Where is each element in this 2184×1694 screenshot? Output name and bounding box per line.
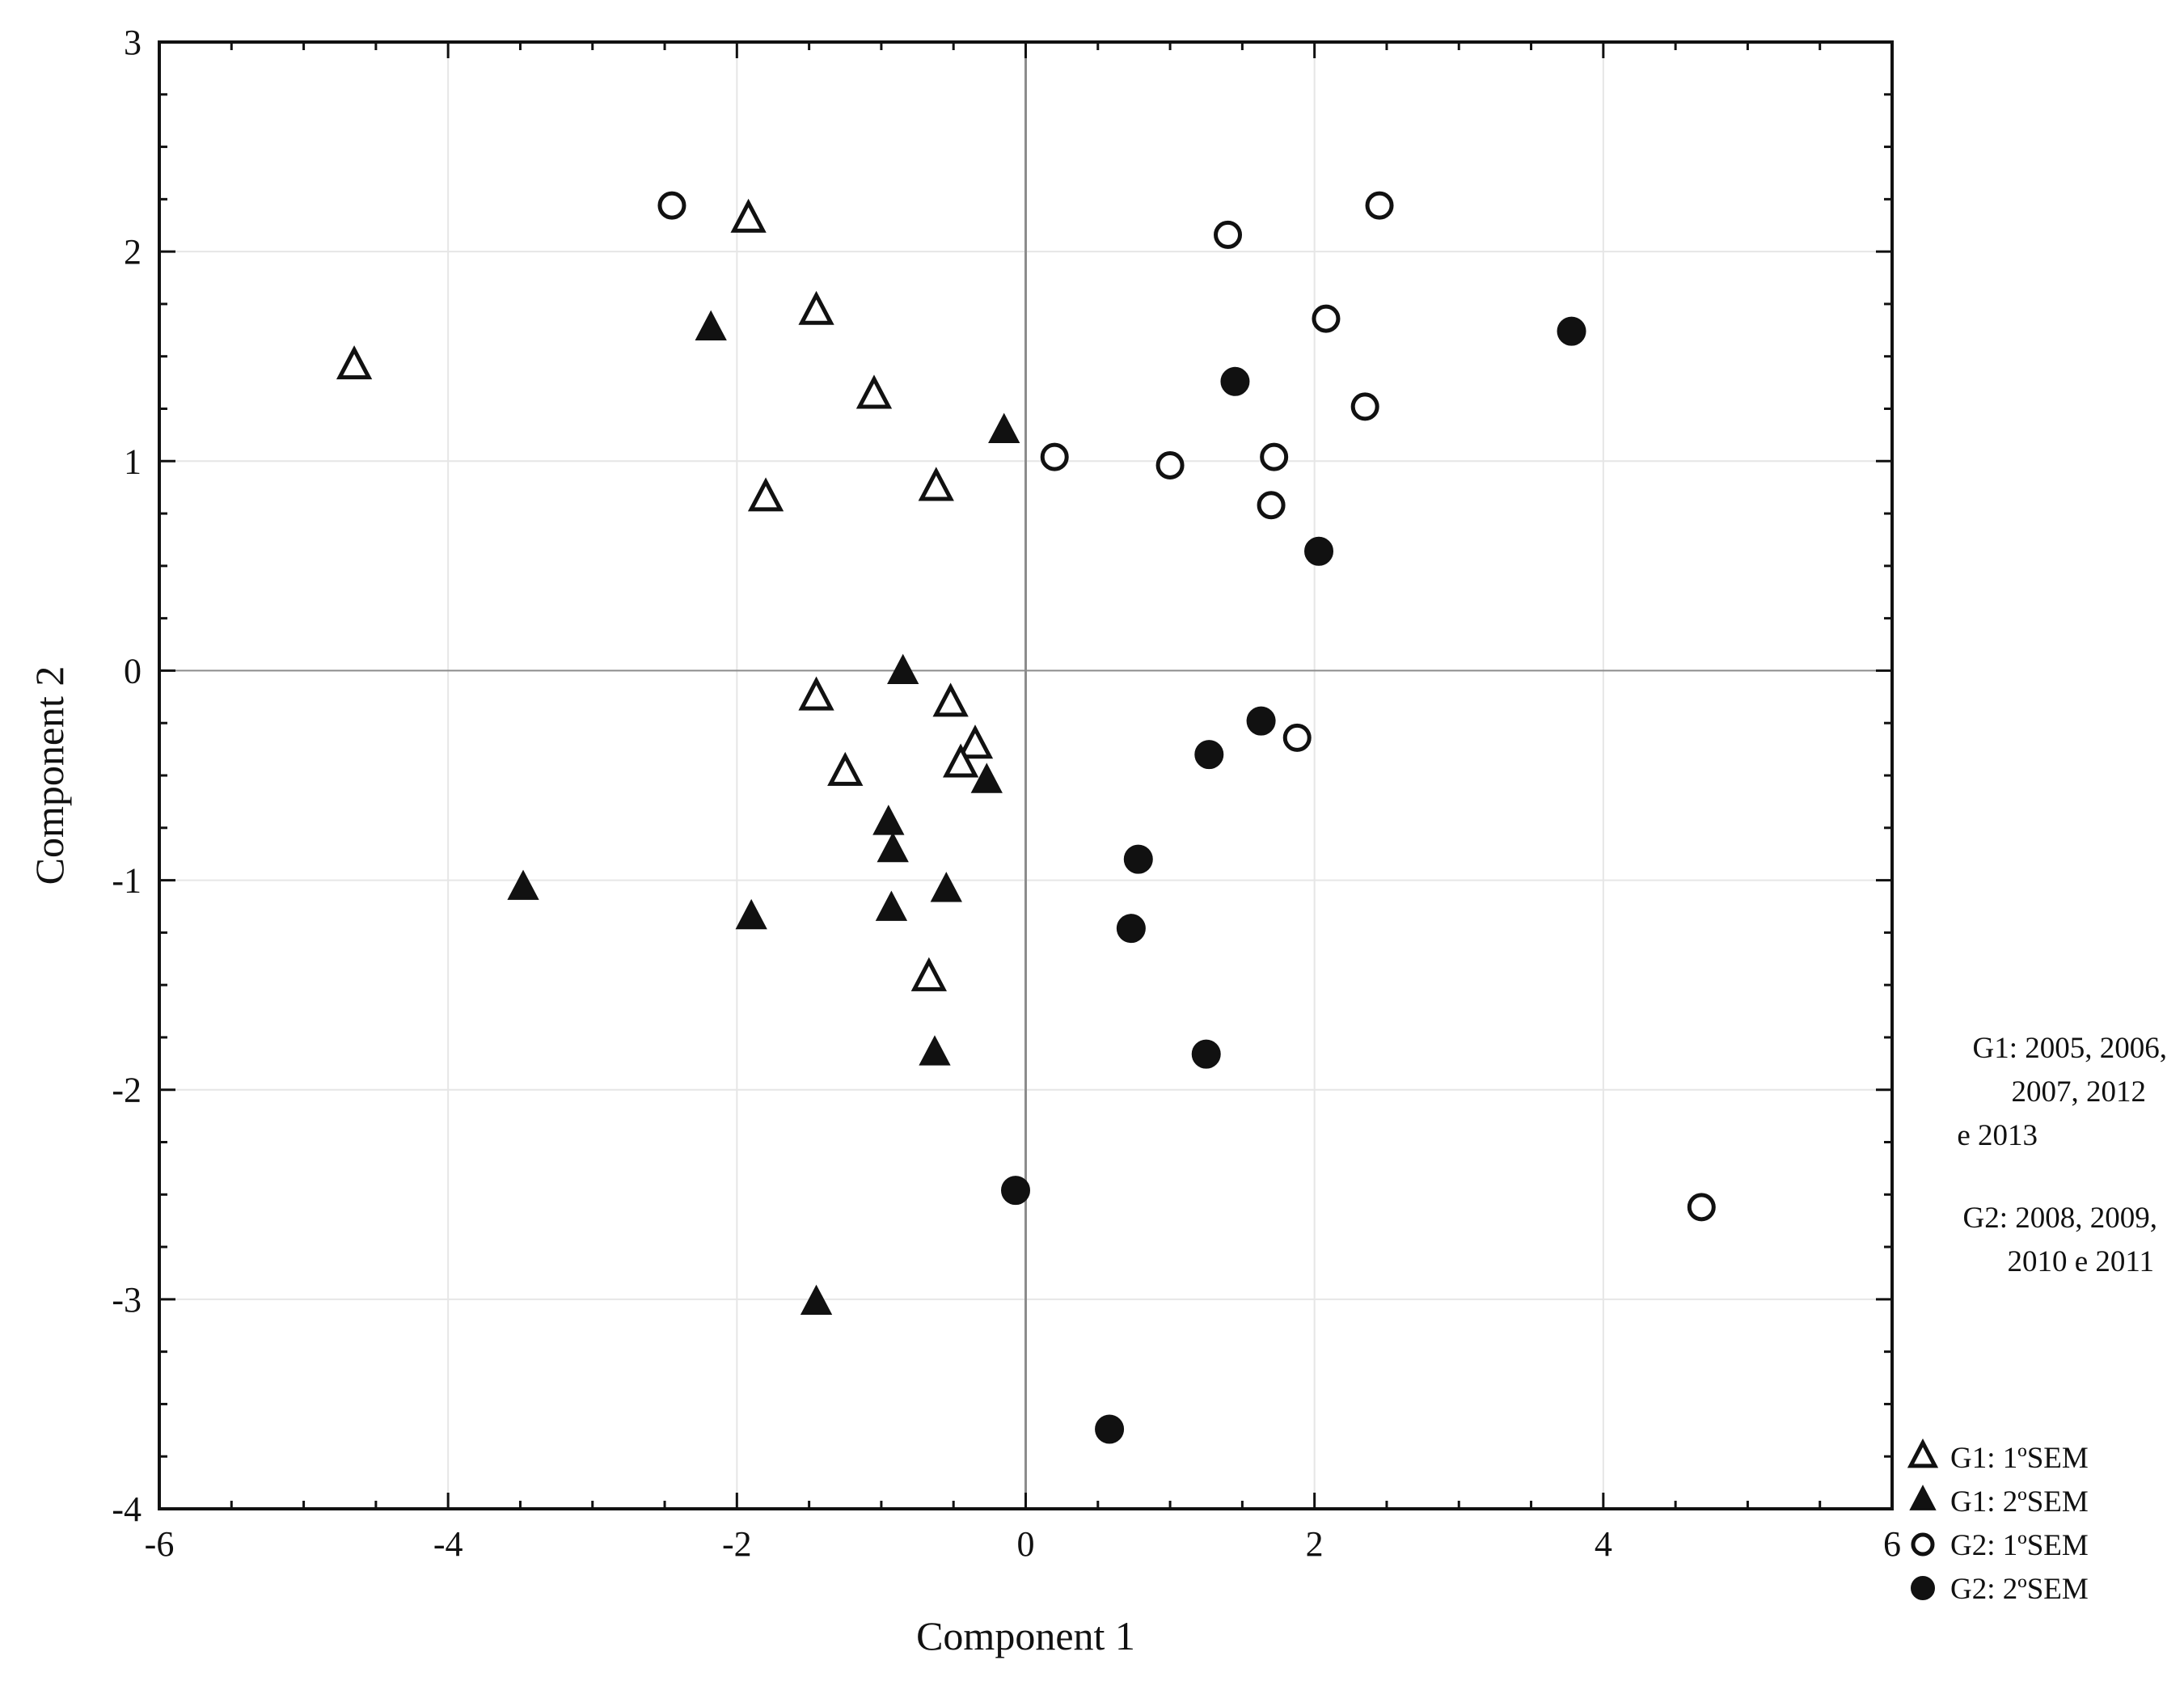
data-point — [507, 869, 539, 900]
data-point — [747, 477, 784, 512]
data-point — [919, 1035, 951, 1066]
series — [336, 198, 994, 991]
group-note-line: G1: 2005, 2006, — [1973, 1032, 2168, 1065]
series — [1000, 316, 1586, 1444]
data-point — [932, 682, 969, 717]
data-point — [877, 831, 909, 863]
legend: G1: 1ºSEM G1: 2ºSEM G2: 1ºSEM G2: 2ºSEM — [1907, 1438, 2089, 1606]
data-point — [1040, 442, 1069, 471]
data-point — [695, 310, 727, 341]
group-note-line: e 2013 — [1957, 1119, 2038, 1152]
data-point — [855, 374, 893, 409]
x-tick-label: 4 — [1595, 1524, 1612, 1564]
data-point — [887, 653, 919, 685]
data-point — [1214, 220, 1243, 249]
data-point — [988, 412, 1020, 444]
y-tick-label: 0 — [124, 651, 142, 691]
data-point — [798, 290, 834, 325]
group-note-line: 2010 e 2011 — [2007, 1245, 2154, 1278]
legend-marker — [1907, 1438, 1939, 1468]
data-point — [1282, 723, 1312, 752]
data-point — [1095, 1414, 1125, 1444]
data-point — [930, 872, 962, 902]
x-tick-label: -6 — [145, 1524, 175, 1564]
data-point — [1350, 392, 1379, 421]
group-note-line: G2: 2008, 2009, — [1963, 1202, 2158, 1235]
y-tick-label: -4 — [112, 1489, 142, 1529]
data-point — [735, 898, 767, 930]
data-point — [730, 198, 767, 233]
y-tick-label: 3 — [124, 23, 142, 62]
group-notes: G1: 2005, 2006, 2007, 2012 e 2013 G2: 2008,… — [1957, 1032, 2167, 1278]
y-tick-label: 1 — [124, 441, 142, 481]
data-point — [1257, 491, 1286, 520]
data-point — [918, 467, 954, 501]
x-tick-label: -2 — [722, 1524, 752, 1564]
data-point — [875, 890, 908, 921]
data-point — [1191, 1039, 1221, 1069]
data-points — [336, 191, 1716, 1444]
data-point — [1220, 366, 1250, 396]
legend-marker — [1911, 1532, 1935, 1557]
legend-marker — [1911, 1576, 1935, 1600]
group-note-line: 2007, 2012 — [2012, 1075, 2147, 1109]
data-point — [970, 763, 1003, 793]
zero-lines — [159, 42, 1892, 1509]
series — [507, 310, 1020, 1316]
data-point — [942, 743, 979, 778]
x-tick-label: 0 — [1017, 1524, 1035, 1564]
series — [657, 191, 1716, 1222]
data-point — [798, 676, 834, 711]
y-tick-label: -2 — [112, 1071, 142, 1110]
data-point — [827, 751, 864, 786]
data-point — [872, 805, 905, 835]
data-point — [657, 191, 686, 220]
data-point — [1557, 316, 1586, 346]
x-tick-label: -4 — [433, 1524, 463, 1564]
y-axis-title: Component 2 — [27, 666, 72, 885]
legend-label: G1: 2ºSEM — [1950, 1485, 2089, 1519]
data-point — [1260, 442, 1289, 471]
x-axis-title: Component 1 — [916, 1613, 1135, 1658]
data-point — [957, 724, 994, 759]
x-tick-label: 2 — [1306, 1524, 1324, 1564]
x-tick-label: 6 — [1883, 1524, 1901, 1564]
data-point — [1687, 1193, 1716, 1222]
plot-frame — [158, 40, 1894, 1510]
y-tick-label: 2 — [124, 232, 142, 272]
data-point — [336, 345, 373, 380]
y-tick-label: -1 — [112, 861, 142, 901]
data-point — [1194, 740, 1224, 770]
data-point — [800, 1284, 833, 1316]
data-point — [1155, 450, 1185, 479]
legend-label: G1: 1ºSEM — [1950, 1442, 2089, 1475]
data-point — [1123, 844, 1153, 874]
data-point — [1116, 914, 1146, 944]
data-point — [1246, 706, 1276, 736]
legend-label: G2: 1ºSEM — [1950, 1529, 2089, 1562]
data-point — [1000, 1176, 1030, 1206]
data-point — [1312, 304, 1341, 333]
legend-marker — [1909, 1485, 1937, 1510]
data-point — [1365, 191, 1394, 220]
data-point — [910, 957, 947, 991]
legend-label: G2: 2ºSEM — [1950, 1573, 2089, 1606]
y-tick-label: -3 — [112, 1280, 142, 1320]
data-point — [1304, 536, 1334, 566]
